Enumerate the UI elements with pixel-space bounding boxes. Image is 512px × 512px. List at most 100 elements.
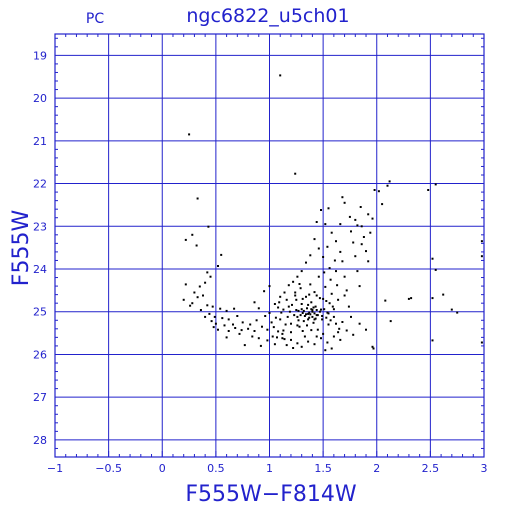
- data-point: [335, 240, 337, 243]
- data-point: [266, 328, 269, 331]
- data-point: [320, 337, 322, 340]
- data-point: [341, 321, 344, 323]
- data-point: [268, 312, 271, 314]
- data-point: [434, 268, 437, 271]
- x-tick-label: 1.5: [314, 462, 332, 475]
- data-point: [341, 260, 344, 263]
- x-axis-ticks: −1 −0.5 0 0.5 1 1.5 2 2.5 3: [47, 34, 488, 475]
- data-point: [202, 294, 204, 297]
- data-point: [238, 332, 241, 335]
- data-point: [290, 322, 292, 325]
- data-point: [189, 304, 192, 307]
- y-tick-label: 27: [33, 391, 47, 404]
- data-point: [283, 338, 286, 341]
- data-point: [317, 275, 320, 278]
- data-point: [313, 312, 316, 315]
- data-point: [389, 320, 392, 323]
- data-point: [253, 301, 256, 304]
- data-point: [410, 297, 413, 300]
- data-point: [301, 312, 304, 314]
- data-point: [350, 315, 352, 318]
- data-point: [310, 301, 313, 304]
- data-point: [274, 316, 277, 319]
- data-point: [184, 283, 187, 286]
- y-tick-label: 21: [33, 135, 47, 148]
- data-point: [184, 238, 187, 241]
- y-tick-label: 19: [33, 49, 47, 62]
- data-point: [431, 339, 434, 342]
- data-point: [280, 311, 283, 314]
- data-point: [272, 326, 275, 329]
- corner-label: PC: [86, 11, 104, 27]
- data-point: [261, 325, 263, 328]
- data-point: [356, 224, 359, 227]
- data-point: [296, 342, 299, 345]
- data-point: [310, 329, 313, 332]
- data-point: [290, 338, 292, 341]
- data-point: [337, 331, 340, 334]
- data-point: [332, 308, 335, 311]
- data-point: [328, 302, 331, 305]
- x-tick-label: −0.5: [95, 462, 122, 475]
- data-point: [323, 308, 326, 311]
- data-point: [354, 218, 357, 221]
- data-point: [358, 322, 361, 325]
- data-point: [300, 345, 303, 348]
- data-point: [320, 209, 322, 211]
- data-point: [352, 241, 355, 244]
- data-point: [296, 324, 299, 327]
- data-point: [297, 309, 300, 312]
- data-point: [367, 213, 370, 216]
- data-point: [315, 309, 318, 311]
- data-point: [330, 231, 333, 234]
- data-point: [221, 317, 224, 320]
- data-point: [196, 296, 199, 299]
- x-tick-label: 0.5: [207, 462, 225, 475]
- data-point: [284, 323, 287, 326]
- data-point: [196, 197, 199, 200]
- data-point: [286, 315, 289, 318]
- data-point: [217, 328, 219, 331]
- y-axis-label: F555W: [9, 210, 34, 287]
- data-point: [347, 305, 350, 308]
- data-point: [249, 323, 252, 326]
- data-point: [316, 328, 319, 331]
- data-point: [384, 299, 387, 302]
- data-point: [257, 307, 260, 310]
- y-tick-label: 25: [33, 306, 47, 319]
- y-tick-label: 22: [33, 178, 47, 191]
- y-axis-ticks: 19 20 21 22 23 24 25 26 27 28: [33, 37, 484, 458]
- data-point: [313, 343, 316, 346]
- data-point: [407, 297, 410, 300]
- data-point: [277, 330, 280, 333]
- data-point: [328, 267, 331, 270]
- data-point: [371, 345, 374, 348]
- data-point: [308, 311, 311, 314]
- data-point: [335, 270, 337, 273]
- data-point: [211, 305, 214, 308]
- data-point: [305, 295, 307, 298]
- data-point: [195, 244, 198, 247]
- data-point: [358, 285, 361, 288]
- x-tick-label: 2.5: [422, 462, 440, 475]
- data-point: [292, 347, 295, 349]
- data-point: [294, 294, 297, 297]
- data-point: [251, 335, 254, 338]
- data-point: [298, 283, 301, 285]
- data-point: [316, 314, 319, 317]
- data-point: [365, 250, 367, 253]
- data-point: [325, 300, 328, 302]
- data-point: [273, 303, 276, 305]
- data-point: [182, 298, 185, 301]
- data-point: [365, 328, 367, 331]
- grid-lines: [54, 34, 485, 457]
- data-point: [323, 271, 326, 274]
- data-point: [371, 217, 374, 220]
- data-point: [292, 280, 295, 283]
- data-point: [312, 306, 315, 309]
- data-point: [305, 261, 307, 264]
- data-point: [318, 297, 321, 300]
- data-point: [279, 295, 282, 298]
- data-point: [294, 291, 297, 294]
- data-point: [329, 319, 332, 322]
